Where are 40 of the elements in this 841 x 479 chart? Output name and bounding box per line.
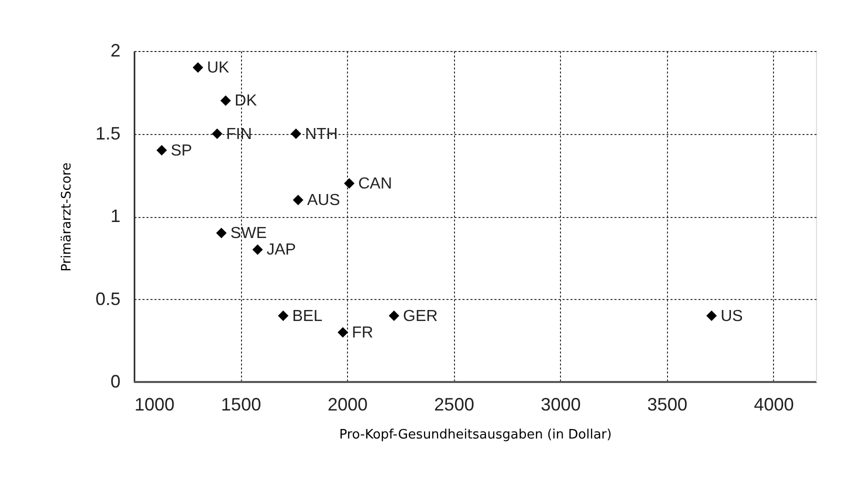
point [388,310,400,322]
point [212,128,222,139]
annotation: NTH [304,126,338,143]
annotation: US [720,308,743,325]
point [156,145,167,156]
x-tick-label: 3500 [647,394,688,414]
x-tick-label: 3000 [540,394,581,414]
annotation: BEL [292,308,323,325]
annotation: JAP [266,242,296,259]
annotation: FIN [226,126,252,143]
point [216,228,227,238]
x-tick-label: 1500 [221,394,262,414]
point [192,62,204,73]
y-tick-label: 1 [110,206,120,226]
annotation: SWE [230,225,267,242]
point [290,128,302,139]
annotation: FR [352,324,374,342]
x-tick-label: 4000 [754,394,794,414]
annotation: DK [234,92,258,110]
x-tick-label: 2000 [328,394,368,414]
point [344,178,354,189]
point [292,194,304,206]
point [220,95,231,106]
point [706,310,717,322]
x-axis-title: Pro-Kopf-Gesundheitsausgaben (in Dollar) [339,428,612,442]
annotation: SP [170,142,192,160]
annotation: UK [206,60,230,77]
annotation: CAN [358,175,392,192]
y-tick-label: 0.5 [95,288,120,309]
y-axis-title: Primärarzt-Score [59,162,74,272]
y-tick-label: 0 [110,372,120,392]
annotation: AUS [307,192,340,209]
point [278,310,288,322]
x-tick-label: 2500 [434,394,474,414]
annotation: GER [403,308,438,325]
x-tick-label: 1000 [134,394,175,414]
point [338,327,348,338]
point [252,244,263,255]
y-tick-label: 1.5 [95,123,120,144]
y-tick-label: 2 [110,40,120,60]
